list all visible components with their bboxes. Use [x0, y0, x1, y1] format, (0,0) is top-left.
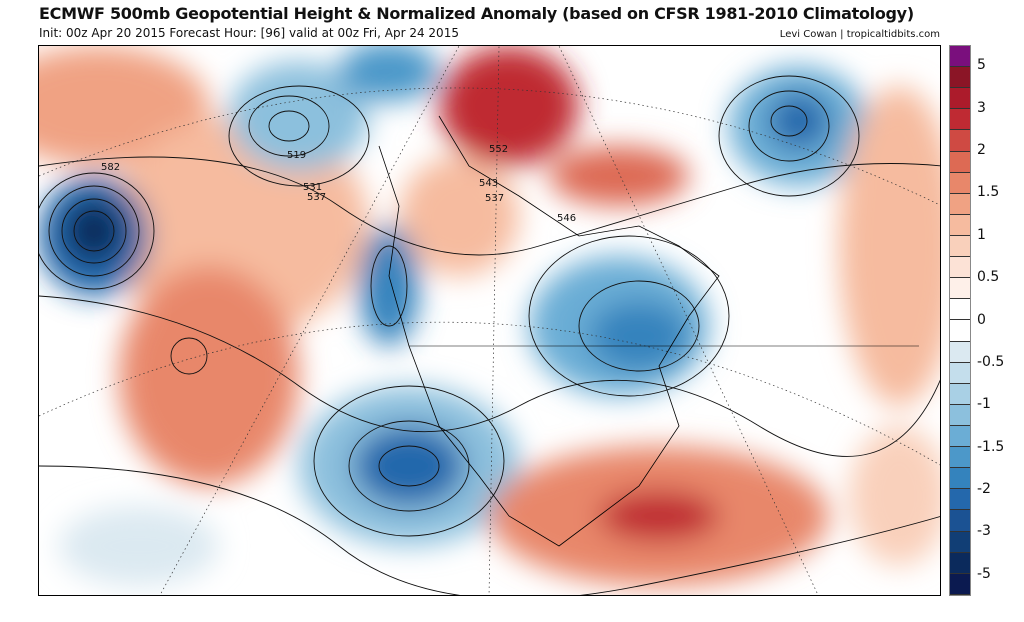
colorbar-swatch [950, 341, 970, 363]
colorbar-label: -0.5 [977, 353, 1005, 370]
colorbar-swatch [950, 257, 970, 279]
colorbar-swatch [950, 447, 970, 469]
colorbar-swatch [950, 573, 970, 595]
svg-text:531: 531 [303, 182, 322, 193]
colorbar-label: 5 [977, 57, 986, 74]
colorbar-swatch [950, 151, 970, 173]
anomaly-map: 582 519 531 537 552 543 537 546 [38, 45, 941, 596]
colorbar-swatch [950, 88, 970, 110]
colorbar-swatch [950, 278, 970, 300]
colorbar-swatch [950, 109, 970, 131]
colorbar-swatch [950, 320, 970, 342]
anomaly-shading [39, 46, 940, 586]
colorbar-swatch [950, 214, 970, 236]
colorbar-label: -3 [977, 523, 991, 540]
svg-text:519: 519 [287, 150, 306, 161]
colorbar-swatch [950, 510, 970, 532]
colorbar-swatch [950, 362, 970, 384]
height-contours [39, 75, 940, 595]
colorbar-label: -5 [977, 565, 991, 582]
svg-text:537: 537 [485, 193, 504, 204]
colorbar-swatch [950, 404, 970, 426]
colorbar-swatch [950, 552, 970, 574]
colorbar-label: 1.5 [977, 184, 1000, 201]
svg-text:537: 537 [307, 192, 326, 203]
colorbar-swatch [950, 425, 970, 448]
colorbar-swatch [950, 46, 970, 68]
colorbar-swatch [950, 235, 970, 258]
contour-labels: 582 519 531 537 552 543 537 546 [101, 144, 576, 224]
colorbar-swatch [950, 383, 970, 405]
coastlines [378, 115, 919, 547]
forecast-info: Init: 00z Apr 20 2015 Forecast Hour: [96… [39, 26, 459, 40]
colorbar-swatch [950, 299, 970, 321]
colorbar-swatch [950, 130, 970, 152]
svg-text:543: 543 [479, 178, 498, 189]
colorbar-label: 3 [977, 99, 986, 116]
colorbar-label: 2 [977, 141, 986, 158]
svg-text:552: 552 [489, 144, 508, 155]
colorbar-swatch [950, 531, 970, 553]
credit: Levi Cowan | tropicaltidbits.com [779, 29, 940, 40]
map-title: ECMWF 500mb Geopotential Height & Normal… [39, 4, 914, 23]
colorbar-label: -1.5 [977, 438, 1005, 455]
colorbar-label: 1 [977, 226, 986, 243]
colorbar-label: 0 [977, 311, 986, 328]
colorbar-swatch [950, 489, 970, 511]
colorbar-swatch [950, 193, 970, 215]
colorbar [949, 45, 971, 596]
colorbar-swatch [950, 67, 970, 89]
svg-text:582: 582 [101, 162, 120, 173]
colorbar-swatch [950, 468, 970, 490]
colorbar-swatch [950, 172, 970, 194]
grid-lines [39, 46, 940, 595]
colorbar-label: 0.5 [977, 269, 1000, 286]
svg-text:546: 546 [557, 213, 576, 224]
colorbar-label: -2 [977, 481, 991, 498]
colorbar-label: -1 [977, 396, 991, 413]
